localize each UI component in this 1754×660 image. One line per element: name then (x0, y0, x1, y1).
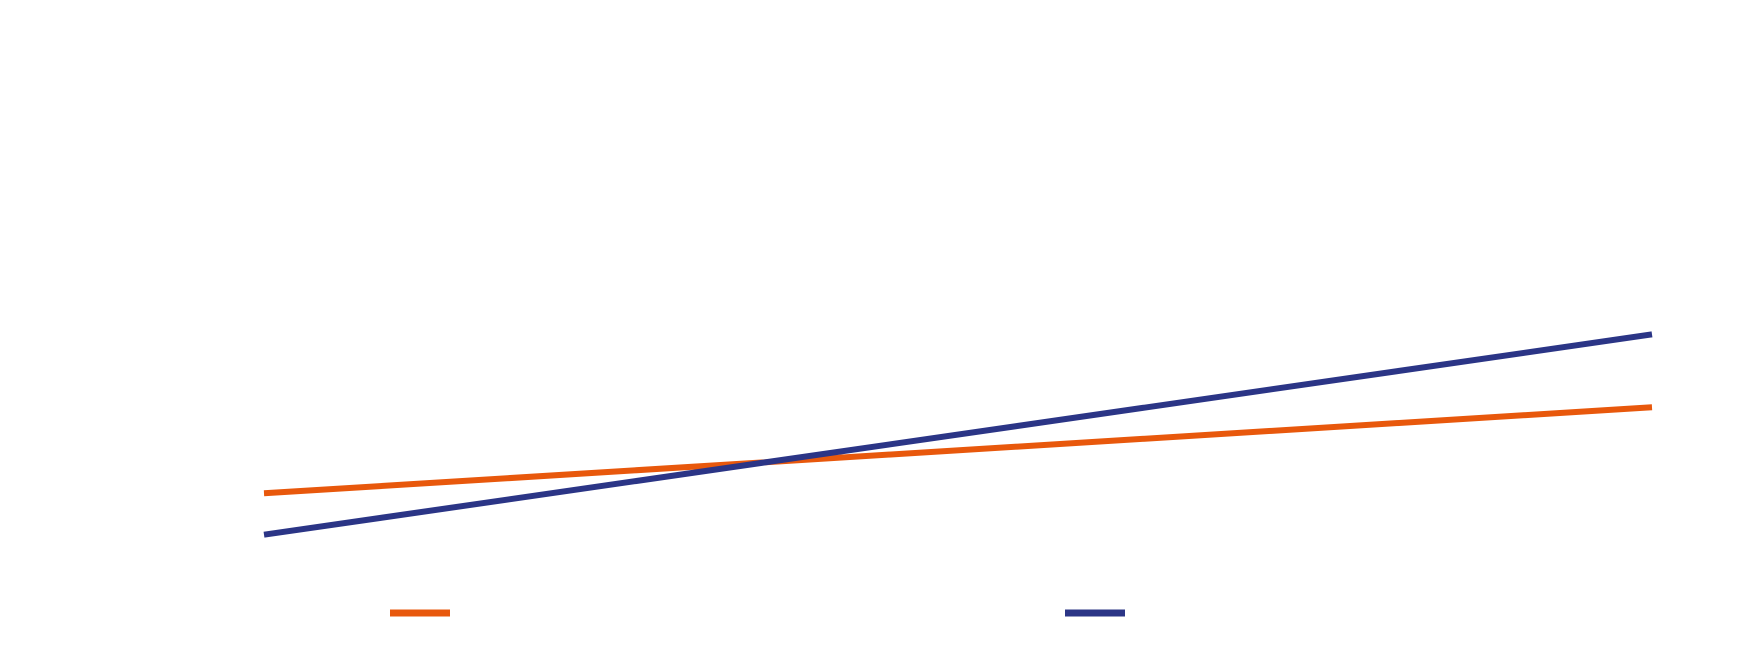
series-line-1 (263, 404, 1653, 497)
series-line-2 (263, 331, 1653, 538)
series-layer (263, 331, 1653, 538)
